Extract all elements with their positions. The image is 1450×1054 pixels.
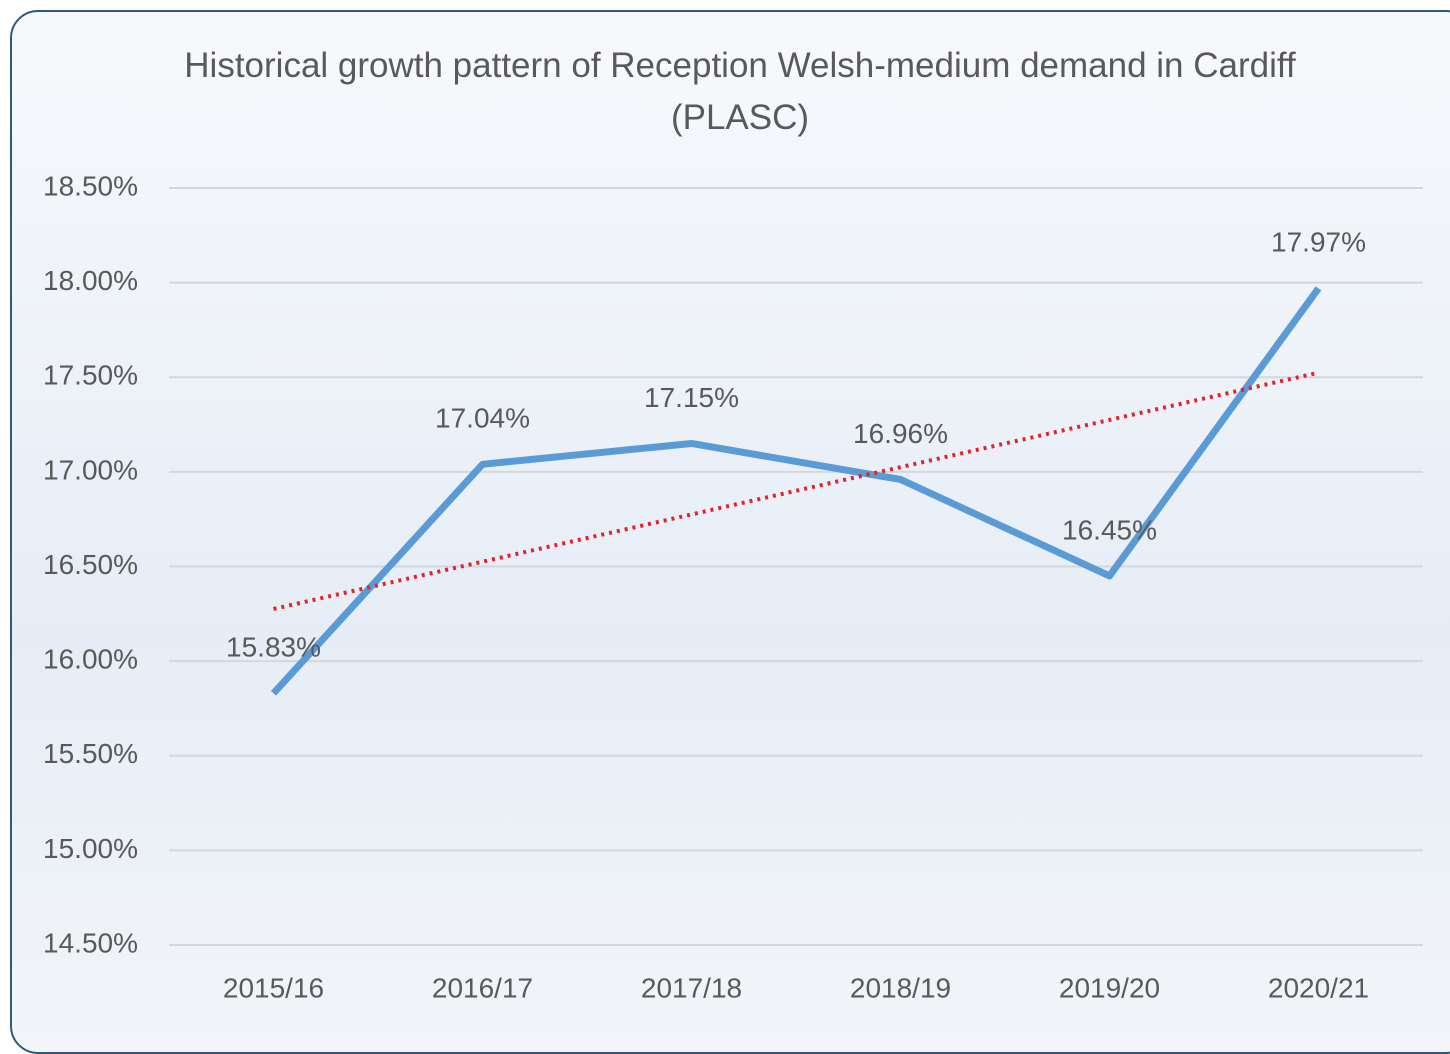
data-label: 17.04%: [435, 403, 530, 434]
x-tick-label: 2018/19: [850, 972, 951, 1003]
y-tick-label: 16.00%: [43, 644, 138, 675]
x-tick-label: 2019/20: [1059, 972, 1160, 1003]
chart-title: Historical growth pattern of Reception W…: [184, 46, 1296, 137]
x-tick-label: 2020/21: [1268, 972, 1369, 1003]
y-tick-label: 14.50%: [43, 927, 138, 958]
x-tick-label: 2016/17: [432, 972, 533, 1003]
data-label: 17.97%: [1271, 227, 1366, 258]
y-tick-label: 17.50%: [43, 360, 138, 391]
line-series: [270, 286, 1322, 696]
data-label: 16.45%: [1062, 514, 1157, 545]
data-label: 17.15%: [644, 382, 739, 413]
y-tick-label: 15.00%: [43, 833, 138, 864]
y-tick-label: 15.50%: [43, 738, 138, 769]
y-tick-label: 16.50%: [43, 549, 138, 580]
chart-frame: [10, 10, 1450, 1054]
trendline: [273, 370, 1319, 611]
y-tick-label: 18.00%: [43, 265, 138, 296]
chart: 14.50% 15.00% 15.50% 16.00% 16.50% 17.00% 17.5…: [43, 170, 1423, 1003]
data-label: 15.83%: [226, 632, 321, 663]
data-label: 16.96%: [853, 418, 948, 449]
y-tick-label: 17.00%: [43, 454, 138, 485]
x-tick-label: 2015/16: [223, 972, 324, 1003]
page: Historical growth pattern of Reception W…: [10, 10, 1450, 1054]
x-tick-label: 2017/18: [641, 972, 742, 1003]
y-tick-label: 18.50%: [43, 170, 138, 201]
